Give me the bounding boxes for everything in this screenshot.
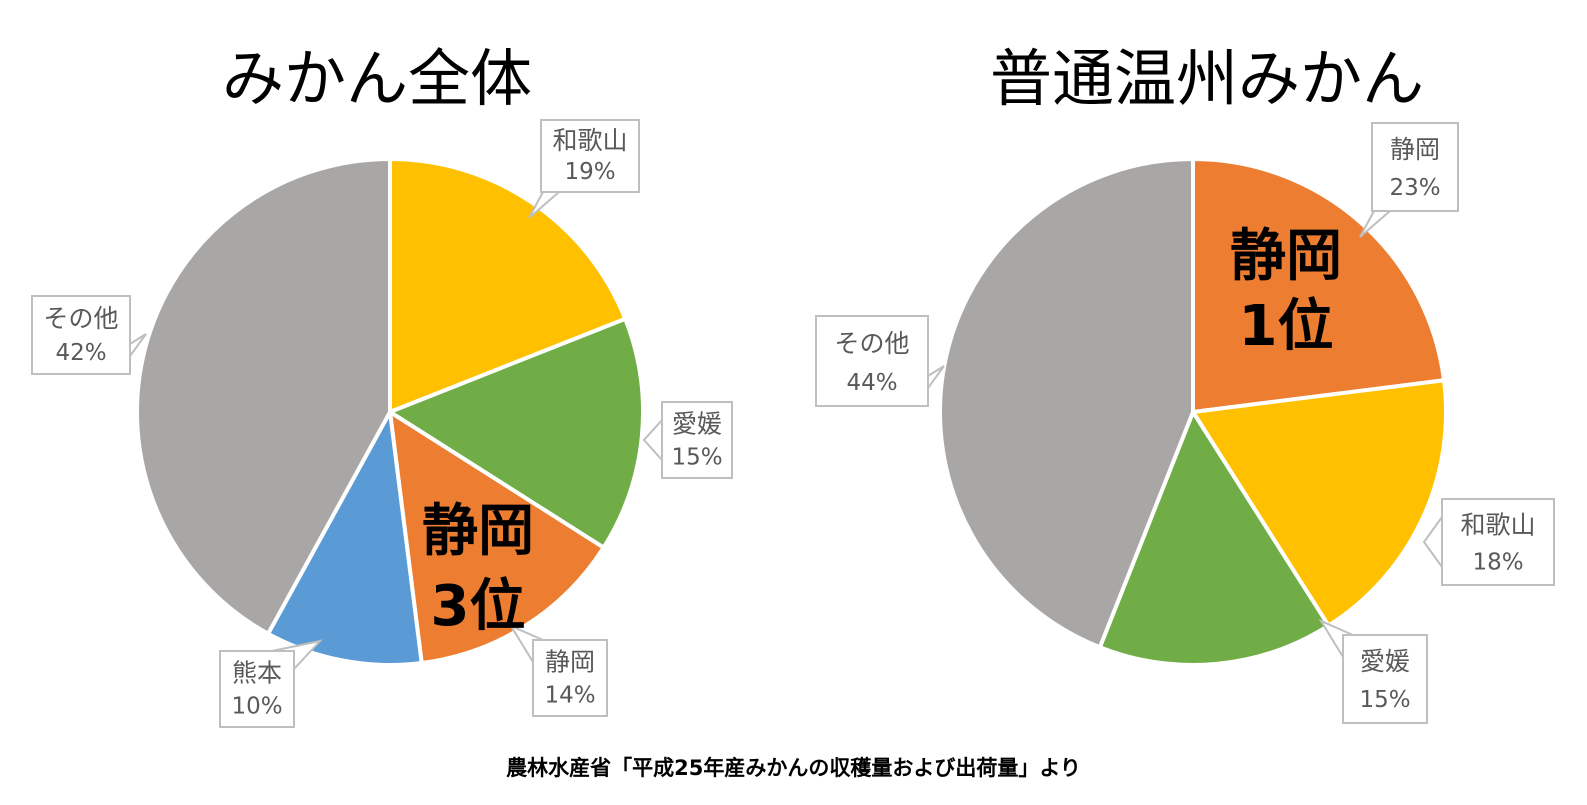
callout-box bbox=[219, 650, 295, 728]
data-label-value: 10% bbox=[231, 693, 282, 719]
callout-box bbox=[815, 315, 929, 407]
data-label: その他 44% bbox=[815, 315, 945, 407]
data-label-category: 愛媛 bbox=[1360, 647, 1410, 676]
data-label-value: 19% bbox=[564, 159, 615, 185]
callout-box bbox=[540, 119, 640, 193]
pie-slice-4 bbox=[938, 156, 1195, 650]
pie-slice-1 bbox=[388, 156, 628, 415]
source-note: 農林水産省「平成25年産みかんの収穫量および出荷量」より bbox=[506, 756, 1081, 780]
pie-slice-3 bbox=[1097, 407, 1332, 667]
data-label-value: 44% bbox=[846, 370, 897, 396]
callout-box bbox=[31, 295, 131, 375]
pie-slice-3 bbox=[387, 408, 607, 666]
pie-chart-1: 和歌山 19% 愛媛 15% 静岡 14% 熊本 10% その他 42% 静岡 3位 bbox=[31, 119, 733, 728]
data-label-category: 愛媛 bbox=[672, 409, 722, 438]
data-label-category: 和歌山 bbox=[552, 126, 627, 155]
callout-box bbox=[532, 639, 608, 717]
data-label-value: 14% bbox=[544, 682, 595, 708]
data-label: 熊本 10% bbox=[219, 639, 323, 728]
callout-box bbox=[1342, 634, 1428, 724]
data-label-category: その他 bbox=[834, 329, 909, 358]
pie-slice-2 bbox=[385, 316, 645, 551]
data-label: その他 42% bbox=[31, 295, 147, 375]
data-label-value: 15% bbox=[1359, 687, 1410, 713]
data-label: 和歌山 19% bbox=[528, 119, 640, 219]
callout-box bbox=[1441, 498, 1555, 586]
pie-slice-1 bbox=[1191, 156, 1447, 415]
data-label: 静岡 14% bbox=[508, 623, 608, 717]
pie-slice-4 bbox=[265, 405, 424, 667]
chart-title-left: みかん全体 bbox=[222, 42, 533, 115]
data-label-value: 15% bbox=[671, 444, 722, 470]
data-label-category: 静岡 bbox=[1390, 135, 1440, 164]
highlight-text-rank: 3位 bbox=[431, 574, 526, 639]
data-label-value: 42% bbox=[55, 340, 106, 366]
callout-tail bbox=[642, 417, 663, 463]
data-label: 愛媛 15% bbox=[1318, 618, 1428, 724]
data-label-value: 18% bbox=[1472, 550, 1523, 576]
callout-tail bbox=[1422, 513, 1443, 571]
data-label-category: その他 bbox=[43, 304, 118, 333]
highlight-text-rank: 1位 bbox=[1239, 294, 1334, 359]
data-label: 愛媛 15% bbox=[642, 401, 733, 479]
data-label-category: 和歌山 bbox=[1460, 510, 1535, 539]
pie-slice-2 bbox=[1189, 378, 1448, 629]
data-label: 静岡 23% bbox=[1359, 122, 1459, 238]
callout-box bbox=[1371, 122, 1459, 212]
data-label-category: 静岡 bbox=[545, 647, 595, 676]
data-label-value: 23% bbox=[1389, 175, 1440, 201]
pie-slice-5 bbox=[135, 156, 392, 637]
chart-title-right: 普通温州みかん bbox=[990, 42, 1425, 115]
callout-box bbox=[661, 401, 733, 479]
data-label: 和歌山 18% bbox=[1422, 498, 1555, 586]
highlight-text-prefecture: 静岡 bbox=[1230, 224, 1342, 289]
data-label-category: 熊本 bbox=[232, 658, 282, 687]
highlight-text-prefecture: 静岡 bbox=[422, 499, 534, 564]
